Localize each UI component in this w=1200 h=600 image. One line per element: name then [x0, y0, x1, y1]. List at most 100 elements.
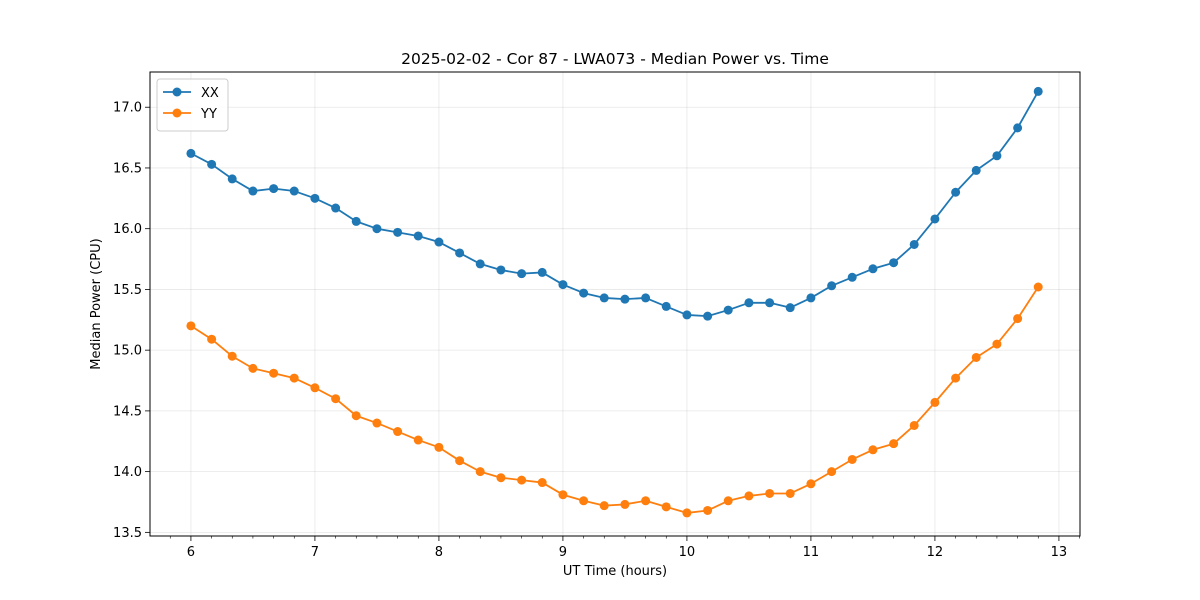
- data-point-xx: [455, 248, 465, 258]
- data-point-xx: [331, 203, 341, 213]
- data-point-yy: [909, 420, 919, 430]
- data-point-xx: [434, 237, 444, 247]
- data-point-yy: [1013, 314, 1023, 324]
- data-point-xx: [1033, 86, 1043, 96]
- series-line-xx: [190, 90, 1039, 318]
- data-point-yy: [434, 442, 444, 452]
- data-point-xx: [723, 305, 733, 315]
- x-tick-label: 8: [435, 545, 443, 560]
- data-point-yy: [703, 505, 713, 515]
- y-tick-label: 14.0: [113, 465, 142, 480]
- data-point-xx: [641, 293, 651, 303]
- data-point-xx: [269, 184, 279, 194]
- data-point-yy: [951, 373, 961, 383]
- data-point-xx: [951, 187, 961, 197]
- data-point-yy: [744, 491, 754, 501]
- legend: XX YY: [156, 78, 229, 132]
- data-point-yy: [289, 373, 299, 383]
- data-point-yy: [310, 383, 320, 393]
- data-point-xx: [889, 258, 899, 268]
- y-tick-label: 15.0: [113, 344, 142, 359]
- y-tick-label: 17.0: [113, 101, 142, 116]
- data-point-yy: [331, 394, 341, 404]
- data-point-xx: [930, 214, 940, 224]
- data-point-yy: [248, 363, 258, 373]
- data-point-yy: [393, 427, 403, 437]
- y-tick-label: 13.5: [113, 526, 142, 541]
- y-tick-label: 15.5: [113, 283, 142, 298]
- x-tick-label: 10: [679, 545, 696, 560]
- data-point-yy: [599, 501, 609, 511]
- legend-label-xx: XX: [201, 86, 219, 101]
- chart-title: 2025-02-02 - Cor 87 - LWA073 - Median Po…: [401, 50, 829, 68]
- data-point-xx: [909, 239, 919, 249]
- data-point-xx: [537, 267, 547, 277]
- y-tick-label: 16.5: [113, 161, 142, 176]
- data-point-yy: [827, 467, 837, 477]
- data-point-yy: [930, 397, 940, 407]
- data-point-yy: [641, 496, 651, 506]
- data-point-yy: [455, 456, 465, 466]
- series-line-yy: [190, 286, 1039, 514]
- data-point-yy: [868, 445, 878, 455]
- y-tick-label: 14.5: [113, 404, 142, 419]
- data-point-yy: [723, 496, 733, 506]
- data-point-yy: [785, 488, 795, 498]
- data-point-xx: [579, 288, 589, 298]
- data-point-yy: [269, 368, 279, 378]
- data-point-xx: [661, 301, 671, 311]
- data-point-xx: [744, 298, 754, 308]
- data-point-yy: [1033, 282, 1043, 292]
- x-tick-label: 7: [311, 545, 319, 560]
- grid: [150, 72, 1080, 536]
- data-point-yy: [992, 339, 1002, 349]
- ticks: 6 7 8 9 10 11 12 13 13.5 14.0 14.5 15.0 15.5 16.0 16.5…: [113, 101, 1080, 560]
- data-point-yy: [227, 351, 237, 361]
- x-tick-label: 12: [927, 545, 944, 560]
- data-point-xx: [785, 303, 795, 313]
- data-point-yy: [558, 490, 568, 500]
- data-point-xx: [765, 298, 775, 308]
- data-point-yy: [971, 352, 981, 362]
- data-point-xx: [413, 231, 423, 241]
- data-point-xx: [186, 148, 196, 158]
- data-point-xx: [289, 186, 299, 196]
- data-point-xx: [393, 227, 403, 237]
- legend-marker-xx: [172, 87, 182, 97]
- x-tick-label: 11: [803, 545, 820, 560]
- data-point-yy: [351, 411, 361, 421]
- x-axis-label: UT Time (hours): [563, 564, 667, 579]
- x-tick-label: 9: [559, 545, 567, 560]
- y-axis-label: Median Power (CPU): [89, 238, 104, 369]
- legend-marker-yy: [172, 108, 182, 118]
- data-point-yy: [207, 334, 217, 344]
- data-point-xx: [475, 259, 485, 269]
- data-point-yy: [579, 496, 589, 506]
- data-point-xx: [372, 224, 382, 234]
- data-point-xx: [1013, 123, 1023, 133]
- x-tick-label: 13: [1051, 545, 1068, 560]
- data-point-xx: [558, 280, 568, 290]
- data-point-xx: [310, 193, 320, 203]
- data-point-xx: [806, 293, 816, 303]
- data-point-xx: [207, 159, 217, 169]
- data-point-xx: [827, 281, 837, 291]
- series-layer: [186, 86, 1043, 518]
- data-point-xx: [248, 186, 258, 196]
- data-point-xx: [496, 265, 506, 275]
- data-point-yy: [537, 478, 547, 488]
- data-point-xx: [517, 269, 527, 279]
- data-point-yy: [475, 467, 485, 477]
- data-point-xx: [868, 264, 878, 274]
- data-point-yy: [765, 488, 775, 498]
- data-point-xx: [227, 174, 237, 184]
- data-point-xx: [703, 311, 713, 321]
- y-tick-label: 16.0: [113, 222, 142, 237]
- data-point-yy: [806, 479, 816, 489]
- data-point-yy: [413, 435, 423, 445]
- data-point-xx: [620, 294, 630, 304]
- data-point-xx: [992, 151, 1002, 161]
- data-point-xx: [847, 272, 857, 282]
- data-point-yy: [496, 473, 506, 483]
